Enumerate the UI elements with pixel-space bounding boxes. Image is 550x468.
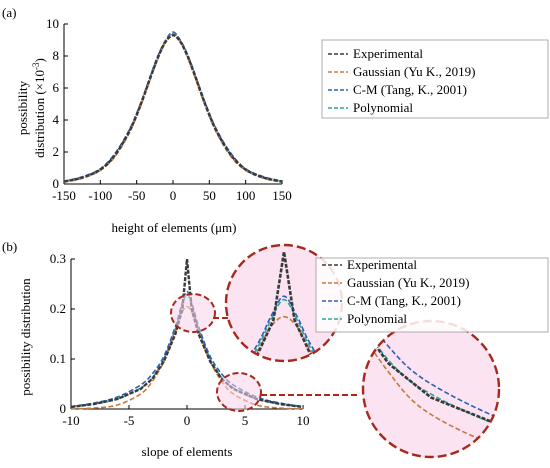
panel-a-label: (a)	[2, 5, 16, 20]
panel-a-ytick-label: 4	[53, 112, 60, 127]
panel-b-xtick-label: 5	[242, 413, 249, 428]
panel-a-ytick-label: 6	[53, 80, 60, 95]
legend-a-experimental: Experimental	[353, 46, 423, 61]
panel-a-series-c-m-tang-k-2001	[64, 31, 282, 182]
panel-a-ytick-label: 10	[46, 16, 59, 31]
panel-a-xlabel: height of elements (μm)	[111, 220, 236, 235]
zoom-inset-tail-background	[363, 321, 499, 457]
panel-b-ytick-label: 0.2	[50, 301, 66, 316]
panel-a-xtick-label: 150	[272, 188, 292, 203]
zoom-peak-series-c-m-tang-k-2001	[226, 295, 342, 361]
zoom-inset-peak-background	[226, 245, 342, 361]
zoom-marker-peak	[170, 293, 216, 333]
zoom-peak-series-polynomial	[226, 298, 342, 361]
panel-a-xtick-label: -150	[52, 188, 76, 203]
panel-a-legend: Experimental Gaussian (Yu K., 2019) C-M …	[321, 39, 549, 119]
zoom-inset-peak-curves	[226, 251, 342, 361]
panel-a-series-experimental	[64, 33, 282, 183]
legend-b-polynomial: Polynomial	[347, 311, 407, 326]
panel-a-xtick-label: 0	[170, 188, 177, 203]
panel-b-legend-box	[315, 257, 549, 333]
panel-a-xtick-label: 100	[236, 188, 256, 203]
panel-a-series-polynomial	[64, 31, 282, 183]
panel-a-series-group	[64, 31, 282, 183]
panel-a-legend-box	[321, 39, 549, 119]
panel-b-label: (b)	[2, 239, 17, 254]
panel-a-ytick-label: 8	[53, 48, 60, 63]
panel-a-ytick-label: 0	[53, 176, 60, 191]
panel-a-ylabel-line1: possibility	[15, 80, 30, 135]
panel-b-xtick-label: -10	[62, 413, 79, 428]
panel-b-xtick-label: 0	[184, 413, 191, 428]
panel-b-ytick-label: 0.1	[50, 351, 66, 366]
panel-a-xtick-label: -100	[88, 188, 112, 203]
panel-b-legend: Experimental Gaussian (Yu K., 2019) C-M …	[315, 257, 549, 333]
legend-a-polynomial: Polynomial	[353, 100, 413, 115]
panel-b-xtick-label: 10	[297, 413, 310, 428]
panel-b-ytick-label: 0	[60, 401, 67, 416]
legend-b-gaussian: Gaussian (Yu K., 2019)	[347, 275, 469, 290]
panel-b-ylabel: possibility distribution	[18, 278, 33, 396]
panel-a-xtick-label: 50	[203, 188, 216, 203]
panel-b-ytick-label: 0.3	[50, 251, 66, 266]
panel-b-xlabel: slope of elements	[142, 444, 233, 459]
legend-b-experimental: Experimental	[347, 257, 417, 272]
zoom-peak-series-gaussian-yu-k-2019	[226, 315, 342, 361]
legend-a-cm: C-M (Tang, K., 2001)	[353, 82, 467, 97]
zoom-marker-tail	[216, 372, 262, 412]
legend-a-gaussian: Gaussian (Yu K., 2019)	[353, 64, 475, 79]
zoom-tail-series-c-m-tang-k-2001	[363, 321, 499, 457]
panel-a-xtick-label: -50	[128, 188, 145, 203]
panel-a-ytick-label: 2	[53, 144, 60, 159]
panel-a-ylabel-line2: distribution (×10-3)	[31, 58, 47, 158]
panel-b-xtick-label: -5	[124, 413, 135, 428]
legend-b-cm: C-M (Tang, K., 2001)	[347, 293, 461, 308]
zoom-tail-series-gaussian-yu-k-2019	[363, 321, 499, 457]
panel-a-series-gaussian-yu-k-2019	[64, 32, 282, 183]
panel-a-chart: -150 -100 -50 0 50 100 150 0 2 4 6 8 10	[46, 16, 292, 203]
